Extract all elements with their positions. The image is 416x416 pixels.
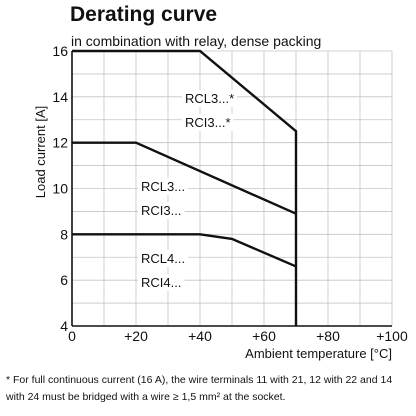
x-tick-labels: 0 +20 +40 +60 +80 +100 (68, 328, 408, 344)
series-labels: RCL3...* RCI3...* RCL3... RCI3... RCL4... RCI… (138, 90, 238, 291)
y-tick-label: 12 (52, 135, 68, 151)
chart-subtitle: in combination with relay, dense packing (71, 33, 321, 49)
series-label: RCI4... (141, 275, 181, 290)
y-tick-label: 8 (60, 226, 68, 242)
x-tick-label: +60 (252, 328, 276, 344)
x-axis-label: Ambient temperature [°C] (245, 346, 392, 361)
y-tick-label: 14 (52, 89, 68, 105)
footnote: * For full continuous current (16 A), th… (6, 374, 393, 403)
y-tick-label: 6 (60, 272, 68, 288)
x-tick-label: 0 (68, 328, 76, 344)
series-group (72, 49, 298, 326)
x-tick-label: +40 (188, 328, 212, 344)
x-tick-label: +20 (124, 328, 148, 344)
series-label-bg (138, 274, 185, 291)
series-label-bg (182, 90, 238, 107)
series-line-2 (72, 141, 297, 215)
series-label-bg (138, 250, 189, 267)
series-label: RCI3... (141, 203, 181, 218)
y-tick-label: 10 (52, 181, 68, 197)
series-line-3 (72, 233, 297, 268)
chart-title: Derating curve (70, 3, 217, 26)
x-tick-label: +100 (376, 328, 408, 344)
y-tick-label: 16 (52, 43, 68, 59)
series-label: RCL3...* (185, 91, 234, 106)
y-tick-labels: 4 6 8 10 12 14 16 (52, 43, 68, 334)
series-label: RCL4... (141, 251, 185, 266)
series-label-bg (138, 202, 185, 219)
series-line-1 (72, 49, 298, 326)
series-label-bg (138, 178, 189, 195)
grid (72, 50, 393, 326)
x-tick-label: +80 (316, 328, 340, 344)
series-label-bg (182, 114, 234, 131)
y-tick-label: 4 (60, 318, 68, 334)
series-label: RCI3...* (185, 115, 231, 130)
series-label: RCL3... (141, 179, 185, 194)
y-axis-label: Load current [A] (33, 106, 48, 199)
